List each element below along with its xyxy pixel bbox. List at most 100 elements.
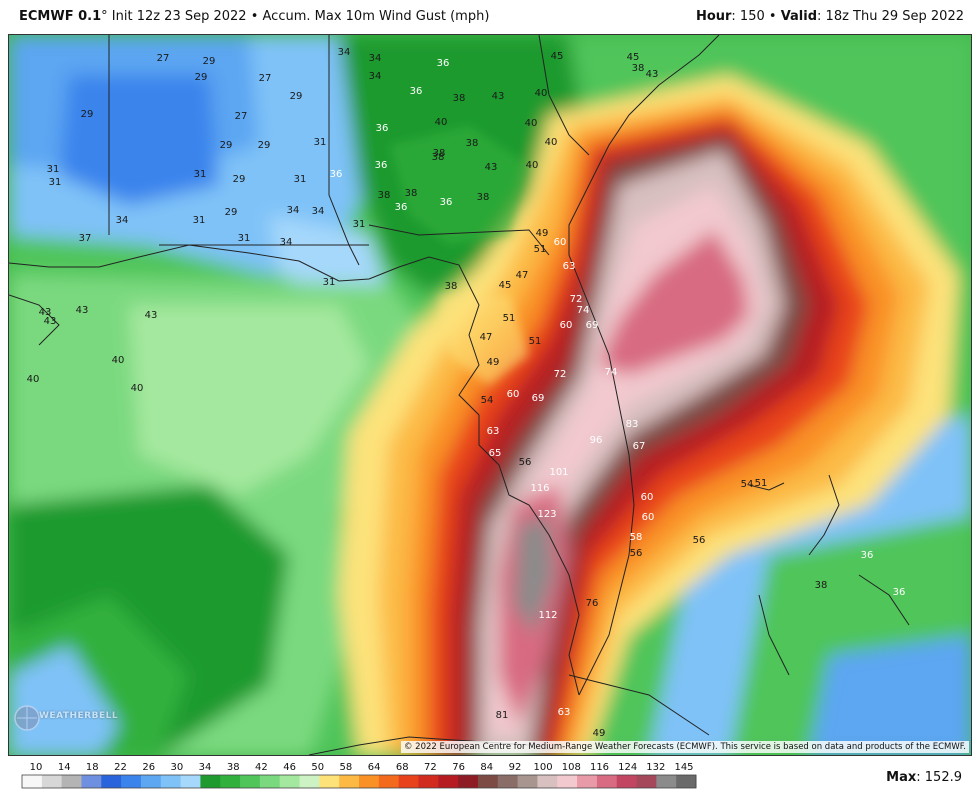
gust-value-label: 40 [131,383,144,394]
gust-value-label: 43 [39,307,52,318]
legend-swatch [477,775,499,788]
legend-tick-label: 124 [618,762,637,773]
legend-swatch [517,775,538,788]
legend-swatch [101,775,122,788]
map-header: ECMWF 0.1° Init 12z 23 Sep 2022 • Accum.… [0,0,980,34]
color-legend: 10 14 18 22 26 30 34 38 42 46 50 58 64 68 72 76 84 92 100 1… [21,762,697,789]
hour-value: : 150 • [731,9,781,24]
wind-gust-shading [9,35,971,755]
gust-value-label: 29 [233,174,246,185]
gust-value-label: 96 [590,435,603,446]
gust-value-label: 31 [49,177,62,188]
init-and-field: Init 12z 23 Sep 2022 • Accum. Max 10m Wi… [107,9,490,24]
legend-tick-label: 34 [199,762,212,773]
gust-value-label: 43 [646,69,659,80]
legend-swatch [81,775,102,788]
legend-tick-label: 58 [340,762,353,773]
gust-value-label: 34 [369,71,382,82]
legend-swatch [200,775,221,788]
gust-value-label: 69 [586,320,599,331]
legend-tick-label: 145 [674,762,693,773]
legend-tick-label: 22 [114,762,127,773]
legend-swatch [140,775,162,788]
legend-swatch [557,775,578,788]
gust-value-label: 67 [633,441,646,452]
gust-value-label: 31 [314,137,327,148]
gust-value-label: 36 [893,587,906,598]
gust-value-label: 37 [79,233,92,244]
gust-value-label: 38 [466,138,479,149]
legend-tick-label: 92 [509,762,522,773]
model-name: ECMWF 0.1 [19,9,102,24]
legend-swatch [339,775,360,788]
gust-value-label: 49 [536,228,549,239]
gust-value-label: 116 [530,483,549,494]
gust-value-label: 27 [157,53,170,64]
gust-value-label: 43 [492,91,505,102]
gust-value-label: 27 [235,111,248,122]
gust-value-label: 34 [312,206,325,217]
legend-swatch [537,775,558,788]
legend-swatch [160,775,182,788]
legend-tick-label: 30 [171,762,184,773]
gust-value-label: 83 [626,419,639,430]
legend-tick-label: 68 [396,762,409,773]
gust-value-label: 63 [563,261,576,272]
legend-tick-label: 84 [480,762,493,773]
gust-value-label: 65 [489,448,502,459]
legend-swatch [378,775,400,788]
gust-value-label: 60 [507,389,520,400]
gust-value-label: 112 [538,610,557,621]
gust-value-label: 45 [551,51,564,62]
gust-value-label: 29 [290,91,303,102]
legend-swatch [319,775,340,788]
legend-swatch [398,775,419,788]
gust-value-label: 29 [195,72,208,83]
legend-swatch [180,775,201,788]
gust-value-label: 69 [532,393,545,404]
legend-swatch [22,775,43,788]
legend-swatch [240,775,261,788]
max-value-text: : 152.9 [916,770,962,785]
legend-swatch [676,775,697,788]
legend-tick-label: 64 [368,762,381,773]
legend-swatch [279,775,301,788]
gust-value-label: 29 [81,109,94,120]
gust-value-label: 36 [437,58,450,69]
legend-swatch [656,775,677,788]
legend-swatch [359,775,380,788]
legend-tick-label: 18 [86,762,99,773]
max-value: Max: 152.9 [886,770,962,785]
gust-value-label: 56 [693,535,706,546]
legend-swatch [458,775,479,788]
gust-value-label: 60 [554,237,567,248]
legend-swatches [21,774,697,789]
legend-swatch [121,775,142,788]
gust-value-label: 38 [477,192,490,203]
max-label-text: Max [886,770,917,785]
gust-value-label: 36 [440,197,453,208]
legend-swatch [220,775,241,788]
legend-tick-label: 76 [452,762,465,773]
gust-value-label: 60 [560,320,573,331]
gust-value-label: 63 [558,707,571,718]
legend-swatch [616,775,638,788]
gust-value-label: 51 [529,336,542,347]
logo-text: WEATHERBELL [39,711,119,721]
gust-value-label: 40 [112,355,125,366]
gust-value-label: 81 [496,710,509,721]
legend-swatch [497,775,519,788]
legend-frame [21,774,697,789]
valid-label: Valid [780,9,818,24]
gust-value-label: 123 [537,509,556,520]
legend-tick-label: 38 [227,762,240,773]
gust-value-label: 38 [432,152,445,163]
gust-value-label: 31 [238,233,251,244]
gust-value-label: 45 [627,52,640,63]
legend-swatch [418,775,439,788]
gust-value-label: 31 [194,169,207,180]
legend-tick-label: 132 [646,762,665,773]
legend-tick-label: 50 [311,762,324,773]
